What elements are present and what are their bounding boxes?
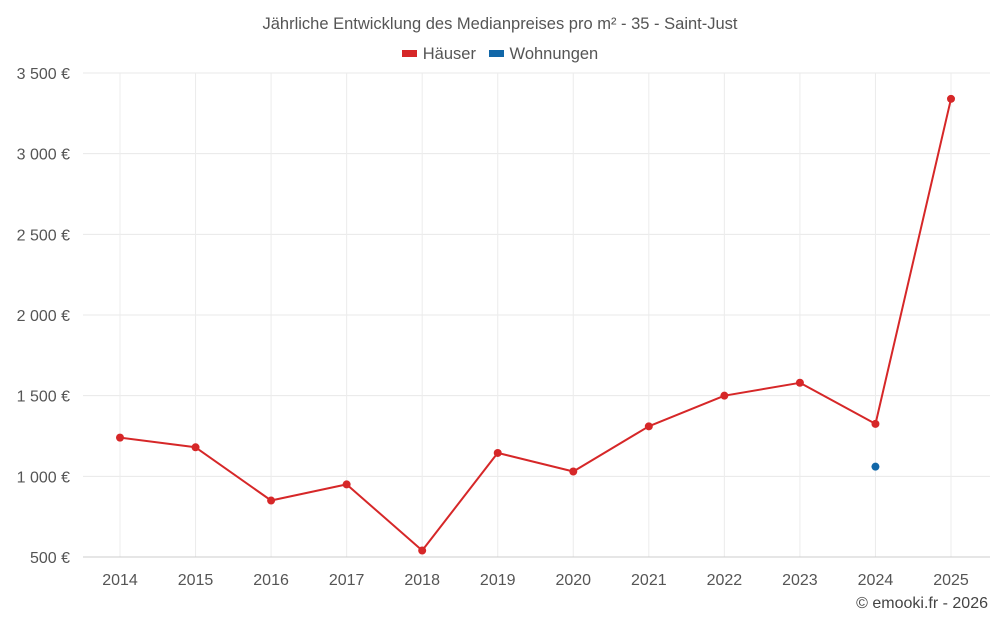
y-tick-label: 1 500 € <box>17 389 70 406</box>
legend-swatch-wohnungen <box>488 50 504 58</box>
chart-title: Jährliche Entwicklung des Medianpreises … <box>262 15 738 33</box>
legend-item-wohnungen[interactable]: Wohnungen <box>488 45 599 64</box>
data-point-1 <box>871 462 880 471</box>
data-point-0 <box>795 378 804 387</box>
data-point-0 <box>493 448 502 457</box>
x-tick-label: 2025 <box>933 572 969 589</box>
legend-label-wohnungen: Wohnungen <box>509 45 599 63</box>
y-tick-label: 2 000 € <box>17 308 70 325</box>
data-point-0 <box>116 433 124 442</box>
data-point-0 <box>342 480 351 489</box>
x-tick-label: 2014 <box>102 572 138 589</box>
y-tick-label: 1 000 € <box>17 469 70 486</box>
x-tick-label: 2024 <box>858 572 894 589</box>
data-point-0 <box>720 391 729 400</box>
data-point-0 <box>191 443 200 452</box>
legend-item-haeuser[interactable]: Häuser <box>401 45 476 64</box>
data-point-0 <box>418 546 427 555</box>
x-tick-label: 2019 <box>480 572 516 589</box>
x-tick-label: 2017 <box>329 572 365 589</box>
x-tick-label: 2023 <box>782 572 818 589</box>
data-point-0 <box>267 496 276 505</box>
copyright-credit: © emooki.fr - 2026 <box>856 595 988 612</box>
x-tick-label: 2018 <box>404 572 440 589</box>
data-point-0 <box>947 94 955 103</box>
y-tick-label: 2 500 € <box>17 227 70 244</box>
data-point-0 <box>644 422 653 431</box>
x-tick-label: 2021 <box>631 572 667 589</box>
series-line-0 <box>119 98 952 552</box>
x-tick-label: 2015 <box>178 572 214 589</box>
y-tick-label: 500 € <box>30 550 70 567</box>
legend-swatch-haeuser <box>401 50 417 58</box>
x-tick-label: 2022 <box>707 572 743 589</box>
legend-label-haeuser: Häuser <box>422 45 476 63</box>
y-tick-label: 3 000 € <box>17 147 70 164</box>
y-tick-label: 3 500 € <box>17 66 70 83</box>
data-point-0 <box>569 467 578 476</box>
x-tick-label: 2016 <box>253 572 289 589</box>
legend: Häuser Wohnungen <box>0 45 1000 64</box>
data-point-0 <box>871 419 880 428</box>
x-tick-label: 2020 <box>555 572 591 589</box>
